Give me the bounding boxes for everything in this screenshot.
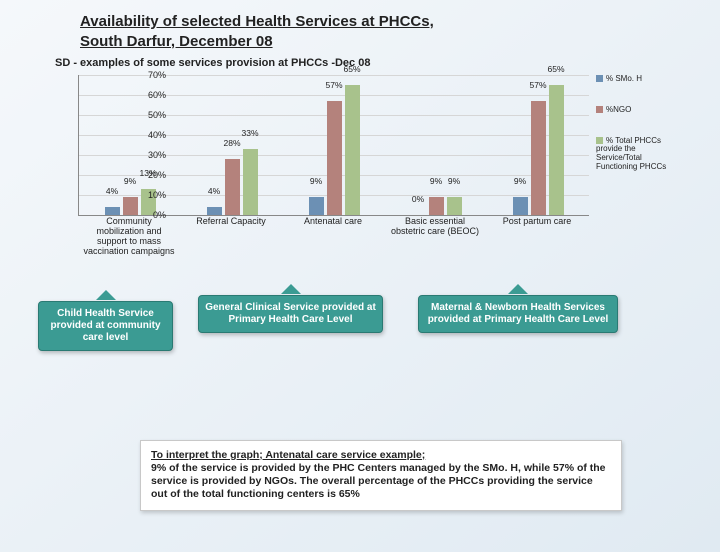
bar xyxy=(447,197,462,215)
y-tick-label: 70% xyxy=(148,70,166,80)
bar-group: 9%57%65% xyxy=(487,75,589,215)
bar xyxy=(207,207,222,215)
title-line1: Availability of selected Health Services… xyxy=(80,13,434,30)
category-axis: Community mobilization and support to ma… xyxy=(78,215,588,275)
callout-child-health: Child Health Service provided at communi… xyxy=(38,301,173,351)
bar-chart: 4%9%13%4%28%33%9%57%65%0%9%9%9%57%65% Co… xyxy=(48,75,680,255)
bar xyxy=(531,101,546,215)
y-tick-label: 50% xyxy=(148,110,166,120)
legend-swatch xyxy=(596,106,603,113)
y-tick-label: 60% xyxy=(148,90,166,100)
title-line2: South Darfur, December 08 xyxy=(80,33,273,50)
bar xyxy=(309,197,324,215)
bar-group: 0%9%9% xyxy=(385,75,487,215)
category-label: Community mobilization and support to ma… xyxy=(82,217,176,257)
legend-label: %NGO xyxy=(606,105,631,114)
note-heading: To interpret the graph; Antenatal care s… xyxy=(151,449,425,461)
bar xyxy=(327,101,342,215)
bar xyxy=(105,207,120,215)
bar xyxy=(243,149,258,215)
bar xyxy=(429,197,444,215)
legend-swatch xyxy=(596,137,603,144)
bar-value-label: 9% xyxy=(439,176,469,186)
interpretation-note: To interpret the graph; Antenatal care s… xyxy=(140,440,622,511)
y-tick-label: 0% xyxy=(153,210,166,220)
category-label: Basic essential obstetric care (BEOC) xyxy=(388,217,482,237)
chart-subtitle: SD - examples of some services provision… xyxy=(55,57,720,69)
y-tick-label: 40% xyxy=(148,130,166,140)
bar-group: 4%28%33% xyxy=(181,75,283,215)
y-tick-label: 20% xyxy=(148,170,166,180)
legend-label: % SMo. H xyxy=(606,74,642,83)
y-tick-label: 30% xyxy=(148,150,166,160)
bar-value-label: 65% xyxy=(337,64,367,74)
note-body: 9% of the service is provided by the PHC… xyxy=(151,462,606,500)
bar-value-label: 33% xyxy=(235,128,265,138)
callout-maternal-newborn: Maternal & Newborn Health Services provi… xyxy=(418,295,618,333)
category-label: Antenatal care xyxy=(286,217,380,227)
legend-item: % Total PHCCs provide the Service/Total … xyxy=(596,137,676,172)
legend: % SMo. H %NGO % Total PHCCs provide the Se… xyxy=(596,75,676,194)
bar-group: 9%57%65% xyxy=(283,75,385,215)
legend-swatch xyxy=(596,75,603,82)
legend-item: %NGO xyxy=(596,106,676,115)
bar-value-label: 65% xyxy=(541,64,571,74)
bar-value-label: 28% xyxy=(217,138,247,148)
category-label: Referral Capacity xyxy=(184,217,278,227)
bar-value-label: 4% xyxy=(97,186,127,196)
y-tick-label: 10% xyxy=(148,190,166,200)
legend-item: % SMo. H xyxy=(596,75,676,84)
page-title: Availability of selected Health Services… xyxy=(80,12,480,51)
bar xyxy=(513,197,528,215)
legend-label: % Total PHCCs provide the Service/Total … xyxy=(596,136,666,171)
bar xyxy=(123,197,138,215)
callout-general-clinical: General Clinical Service provided at Pri… xyxy=(198,295,383,333)
bar xyxy=(225,159,240,215)
category-label: Post partum care xyxy=(490,217,584,227)
bar xyxy=(345,85,360,215)
bar xyxy=(549,85,564,215)
